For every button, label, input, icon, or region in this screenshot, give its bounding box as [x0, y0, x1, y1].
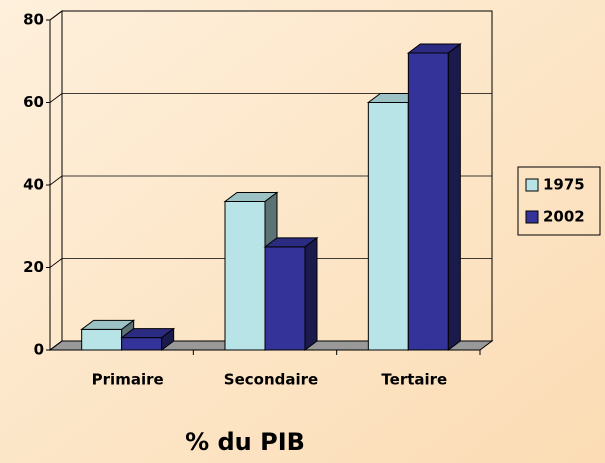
y-tick-label: 60: [23, 93, 44, 111]
bar: [407, 52, 449, 351]
grid-line: [49, 258, 63, 268]
bar: [224, 201, 266, 351]
legend-box: [517, 166, 601, 236]
bar-side: [161, 327, 175, 351]
legend-swatch: [525, 210, 539, 224]
y-tick-label: 20: [23, 258, 44, 276]
legend-label: 2002: [543, 208, 585, 226]
bar: [367, 102, 409, 351]
y-tick-label: 40: [23, 176, 44, 194]
bar-side: [447, 43, 461, 351]
bar: [264, 246, 306, 351]
y-tick-label: 0: [34, 341, 44, 359]
bar: [81, 328, 123, 351]
x-tick-label: Secondaire: [224, 371, 318, 389]
grid-line: [49, 10, 63, 21]
x-tick-label: Tertaire: [381, 371, 447, 389]
x-tick-label: Primaire: [92, 371, 164, 389]
grid-line: [49, 93, 63, 103]
grid-line: [49, 340, 63, 351]
legend-label: 1975: [543, 176, 585, 194]
bar: [121, 337, 163, 351]
grid-line: [49, 175, 63, 186]
y-tick-label: 80: [23, 11, 44, 29]
chart-title: % du PIB: [185, 428, 305, 456]
legend-swatch: [525, 178, 539, 192]
bar-side: [304, 236, 318, 351]
